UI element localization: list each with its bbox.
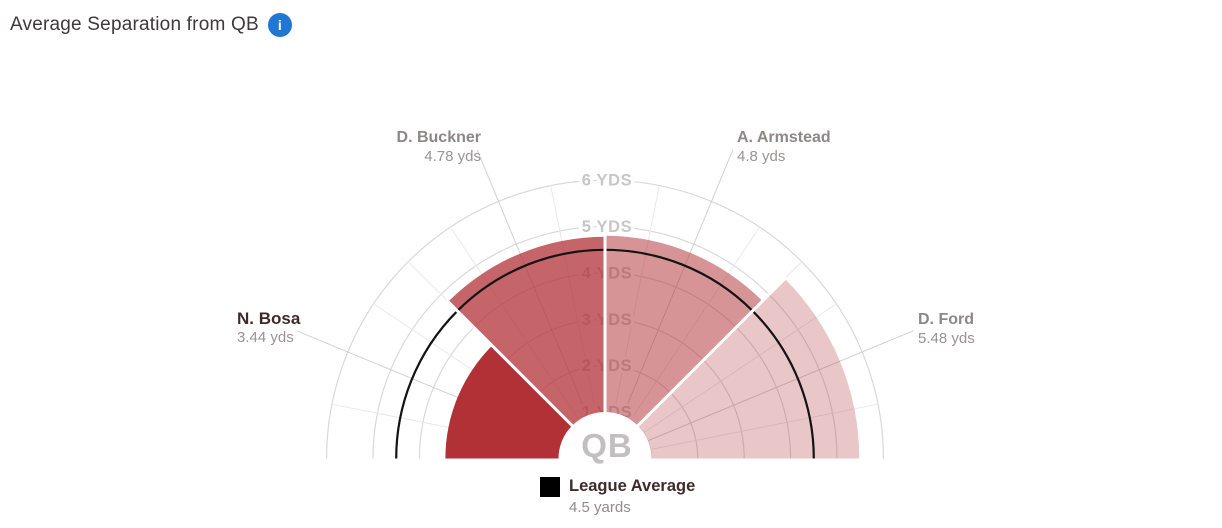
player-name: D. Ford — [918, 311, 974, 328]
legend-swatch — [540, 477, 560, 497]
qb-hub — [558, 412, 652, 505]
chart-header: Average Separation from QB i — [10, 13, 292, 37]
player-label-n-bosa[interactable]: N. Bosa 3.44 yds — [237, 310, 300, 347]
player-name: D. Buckner — [396, 129, 481, 146]
player-value: 4.78 yds — [424, 148, 481, 165]
grid-ring-6 — [326, 179, 884, 459]
ring-label-6: 6 YDS — [582, 172, 632, 190]
player-value: 3.44 yds — [237, 329, 294, 346]
player-label-d-ford[interactable]: D. Ford 5.48 yds — [918, 311, 975, 348]
sector-d-ford[interactable] — [605, 278, 860, 459]
sector-n-bosa[interactable] — [445, 345, 605, 459]
player-value: 5.48 yds — [918, 330, 975, 347]
sector-d-buckner[interactable] — [448, 236, 605, 459]
leader-line-3 — [604, 330, 914, 459]
ring-label-5: 5 YDS — [582, 218, 632, 236]
player-label-a-armstead[interactable]: A. Armstead 4.8 yds — [737, 129, 831, 166]
legend-value: 4.5 yards — [569, 499, 631, 516]
sector-fills — [445, 235, 860, 459]
player-value: 4.8 yds — [737, 148, 786, 165]
legend-label: League Average — [569, 477, 696, 495]
player-name: N. Bosa — [237, 309, 301, 328]
league-average-legend: League Average 4.5 yards — [540, 476, 695, 516]
grid-spoke — [643, 303, 837, 434]
legend-text: League Average 4.5 yards — [569, 476, 695, 516]
chart-title: Average Separation from QB — [10, 14, 259, 35]
sector-a-armstead[interactable] — [605, 235, 763, 459]
grid-spoke — [650, 403, 879, 450]
qb-center-label: QB — [581, 427, 633, 464]
info-icon[interactable]: i — [267, 13, 292, 37]
grid-ring-5 — [372, 225, 838, 459]
player-name: A. Armstead — [737, 129, 831, 146]
player-label-d-buckner[interactable]: D. Buckner 4.78 yds — [397, 129, 481, 166]
